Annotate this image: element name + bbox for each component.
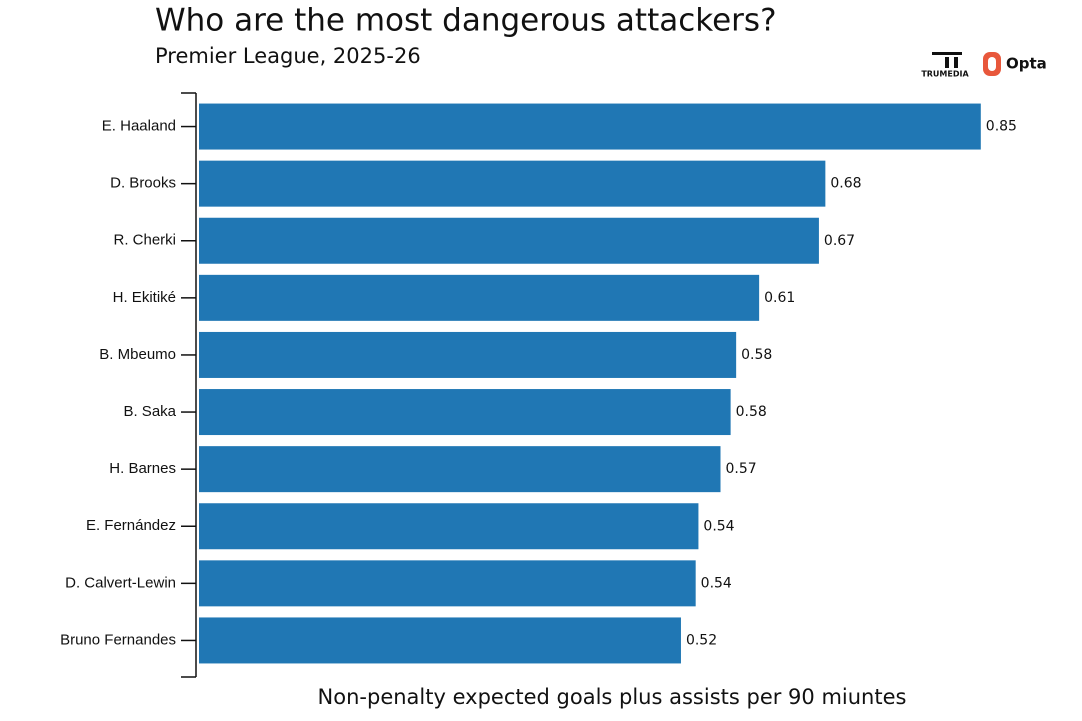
y-tick-label: E. Haaland [102, 118, 176, 135]
value-label: 0.58 [736, 404, 767, 420]
y-tick-label: D. Brooks [110, 175, 176, 192]
value-label: 0.67 [824, 233, 855, 249]
opta-logo: Opta [983, 52, 1047, 76]
value-label: 0.58 [741, 347, 772, 363]
logo-shape [988, 57, 996, 71]
y-tick-label: H. Barnes [109, 460, 176, 477]
bar [199, 331, 737, 378]
bar [199, 446, 721, 493]
y-tick-label: R. Cherki [113, 232, 176, 249]
y-tick-label: H. Ekitiké [113, 289, 176, 306]
bar [199, 274, 760, 321]
y-tick-label: B. Mbeumo [99, 346, 176, 363]
value-label: 0.52 [686, 632, 717, 648]
value-label: 0.54 [701, 575, 732, 591]
y-tick-label: B. Saka [123, 403, 176, 420]
value-label: 0.61 [764, 290, 795, 306]
logo-text: Opta [1006, 55, 1047, 73]
bar [199, 160, 826, 207]
bar [199, 560, 696, 607]
x-axis-label: Non-penalty expected goals plus assists … [318, 685, 907, 709]
y-tick-label: E. Fernández [86, 517, 176, 534]
bar [199, 503, 699, 550]
bar [199, 103, 981, 150]
logo-shape [954, 57, 958, 68]
bar [199, 617, 681, 664]
value-label: 0.85 [986, 119, 1017, 135]
logo-text: TRUMEDIA [921, 70, 969, 79]
chart-subtitle: Premier League, 2025-26 [155, 44, 421, 68]
bar [199, 217, 819, 264]
y-tick-label: D. Calvert-Lewin [65, 574, 176, 591]
logo-shape [932, 52, 962, 55]
value-label: 0.57 [726, 461, 757, 477]
trumedia-logo: TRUMEDIA [921, 52, 969, 79]
bar [199, 389, 731, 436]
value-label: 0.68 [830, 176, 861, 192]
logo-shape [945, 57, 949, 68]
chart-title: Who are the most dangerous attackers? [155, 3, 777, 39]
y-tick-label: Bruno Fernandes [60, 631, 176, 648]
value-label: 0.54 [703, 518, 734, 534]
